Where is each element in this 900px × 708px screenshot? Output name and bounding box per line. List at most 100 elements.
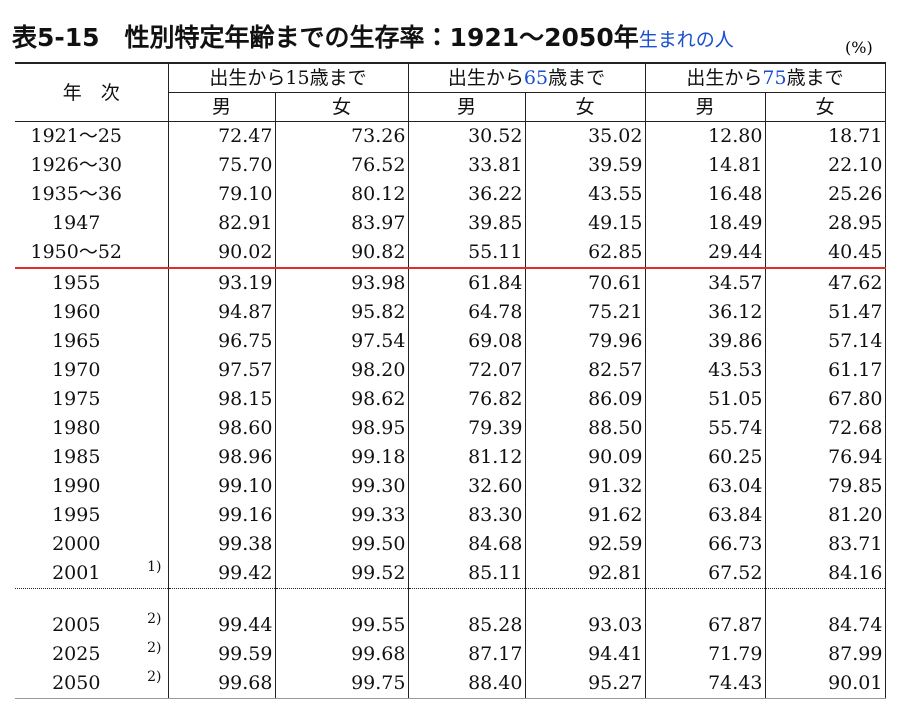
value-cell: 69.08 (407, 327, 525, 356)
value-cell: 43.53 (644, 356, 765, 385)
table: 年 次出生から15歳まで 出生から65歳まで 出生から75歳まで男女男女男女 192… (15, 62, 886, 699)
value-cell: 82.57 (524, 356, 645, 385)
value-cell: 99.59 (167, 640, 275, 669)
year-cell: 2050 2) (15, 669, 168, 699)
sex-header: 男 (644, 92, 765, 122)
value-cell: 32.60 (407, 472, 525, 501)
value-cell: 25.26 (764, 180, 886, 209)
group-header-part: 歳まで (786, 67, 844, 89)
data-row: 2025 2) 99.59 99.68 87.17 94.41 71.79 87.99 (15, 640, 886, 669)
value-cell: 84.16 (764, 559, 886, 589)
data-row: 2000 99.38 99.50 84.68 92.59 66.73 83.71 (15, 530, 886, 559)
spacer-cell (407, 588, 525, 611)
group-header-part: 歳まで (548, 67, 606, 89)
value-cell: 84.68 (407, 530, 525, 559)
value-cell: 36.12 (644, 298, 765, 327)
year: 1947 (52, 212, 101, 234)
data-row: 1970 97.57 98.20 72.07 82.57 43.53 61.17 (15, 356, 886, 385)
spacer-cell (644, 588, 765, 611)
data-row: 2050 2) 99.68 99.75 88.40 95.27 74.43 90.01 (15, 669, 886, 699)
value-cell: 75.70 (167, 151, 275, 180)
value-cell: 90.02 (167, 238, 275, 269)
value-cell: 79.39 (407, 414, 525, 443)
value-cell: 79.96 (524, 327, 645, 356)
year-cell: 1921～25 (15, 122, 168, 152)
value-cell: 85.11 (407, 559, 525, 589)
value-cell: 67.80 (764, 385, 886, 414)
value-cell: 84.74 (764, 611, 886, 640)
value-cell: 98.62 (274, 385, 408, 414)
year: 1985 (52, 446, 101, 468)
spacer-cell (524, 588, 645, 611)
year: 1995 (52, 504, 101, 526)
value-cell: 18.49 (644, 209, 765, 238)
value-cell: 39.85 (407, 209, 525, 238)
value-cell: 55.74 (644, 414, 765, 443)
value-cell: 30.52 (407, 121, 525, 151)
year: 2025 (52, 643, 101, 665)
value-cell: 83.71 (764, 530, 886, 559)
value-cell: 97.54 (274, 327, 408, 356)
value-cell: 72.07 (407, 356, 525, 385)
value-cell: 47.62 (764, 268, 886, 298)
spacer-row (15, 588, 886, 611)
value-cell: 97.57 (167, 356, 275, 385)
value-cell: 61.84 (407, 268, 525, 298)
value-cell: 99.42 (167, 559, 275, 589)
value-cell: 99.18 (274, 443, 408, 472)
value-cell: 88.40 (407, 669, 525, 699)
spacer-cell (274, 588, 408, 611)
year-cell: 1975 (15, 385, 168, 414)
year-cell: 1965 (15, 327, 168, 356)
value-cell: 73.26 (274, 121, 408, 151)
value-cell: 93.98 (274, 268, 408, 298)
value-cell: 71.79 (644, 640, 765, 669)
year: 1970 (52, 359, 101, 381)
sex-header: 女 (274, 92, 408, 122)
value-cell: 67.52 (644, 559, 765, 589)
value-cell: 75.21 (524, 298, 645, 327)
value-cell: 28.95 (764, 209, 886, 238)
data-row: 2005 2) 99.44 99.55 85.28 93.03 67.87 84.74 (15, 611, 886, 640)
data-row: 1947 82.91 83.97 39.85 49.15 18.49 28.95 (15, 209, 886, 238)
year-cell: 2000 (15, 530, 168, 559)
value-cell: 90.01 (764, 669, 886, 699)
value-cell: 94.41 (524, 640, 645, 669)
spacer-cell (764, 588, 886, 611)
value-cell: 93.03 (524, 611, 645, 640)
value-cell: 98.96 (167, 443, 275, 472)
value-cell: 49.15 (524, 209, 645, 238)
year: 1965 (52, 330, 101, 352)
table-body: 1921～25 72.47 73.26 30.52 35.02 12.80 18.71 192… (15, 121, 886, 699)
group-header-part: 15 (285, 67, 310, 89)
value-cell: 33.81 (407, 151, 525, 180)
value-cell: 72.47 (167, 121, 275, 151)
year: 2001 (52, 562, 101, 584)
value-cell: 99.68 (167, 669, 275, 699)
value-cell: 39.59 (524, 151, 645, 180)
value-cell: 99.55 (274, 611, 408, 640)
value-cell: 79.85 (764, 472, 886, 501)
spacer-cell (167, 588, 275, 611)
unit: (%) (845, 38, 873, 57)
year-cell: 2005 2) (15, 611, 168, 640)
value-cell: 76.94 (764, 443, 886, 472)
value-cell: 98.20 (274, 356, 408, 385)
value-cell: 76.52 (274, 151, 408, 180)
group-header: 出生から65歳まで (407, 62, 645, 93)
value-cell: 40.45 (764, 238, 886, 269)
footnote-mark: 1) (147, 559, 162, 575)
value-cell: 67.87 (644, 611, 765, 640)
value-cell: 57.14 (764, 327, 886, 356)
table-header: 年 次出生から15歳まで 出生から65歳まで 出生から75歳まで男女男女男女 (15, 62, 886, 122)
value-cell: 99.30 (274, 472, 408, 501)
group-header-part: 65 (523, 67, 549, 89)
data-row: 1935～36 79.10 80.12 36.22 43.55 16.48 25.26 (15, 180, 886, 209)
value-cell: 99.10 (167, 472, 275, 501)
title-text: 表5-15 性別特定年齢までの生存率：1921～2050年 (12, 23, 639, 52)
value-cell: 88.50 (524, 414, 645, 443)
data-row: 1990 99.10 99.30 32.60 91.32 63.04 79.85 (15, 472, 886, 501)
value-cell: 80.12 (274, 180, 408, 209)
data-row: 1975 98.15 98.62 76.82 86.09 51.05 67.80 (15, 385, 886, 414)
